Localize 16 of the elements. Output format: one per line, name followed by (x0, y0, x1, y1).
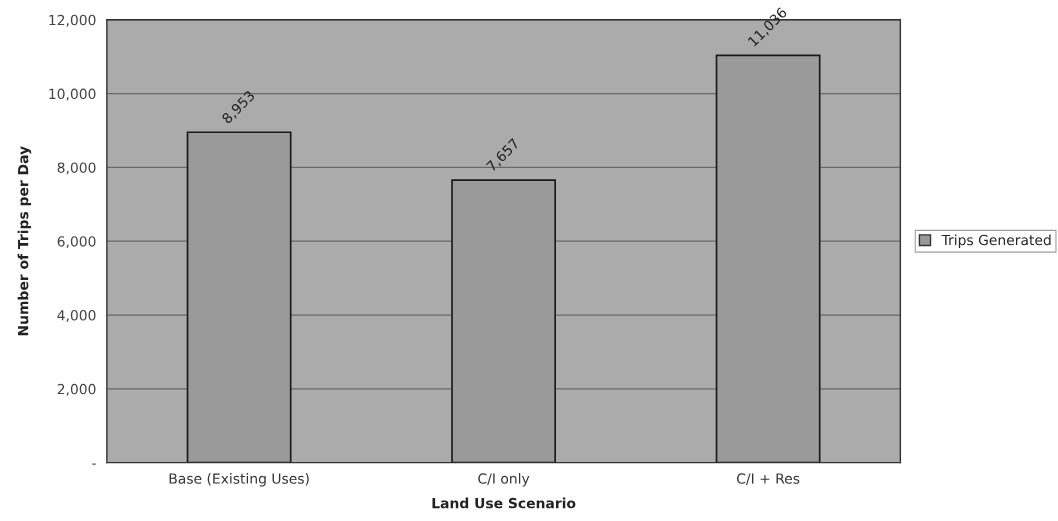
x-tick-label: C/I + Res (737, 473, 800, 485)
bar (715, 54, 821, 463)
bar (451, 179, 557, 463)
legend-label: Trips Generated (941, 234, 1051, 248)
y-tick-label: 12,000 (49, 14, 96, 27)
y-tick-label: 6,000 (57, 236, 96, 249)
y-tick-label: 10,000 (49, 88, 96, 101)
y-tick-label: - (92, 463, 96, 465)
bar (186, 131, 292, 463)
x-axis-title: Land Use Scenario (432, 497, 576, 509)
x-tick-label: C/I only (478, 473, 530, 487)
y-tick-label: 4,000 (57, 310, 96, 322)
x-tick-label: Base (Existing Uses) (169, 473, 309, 487)
y-axis-title: Number of Trips per Day (17, 146, 32, 336)
y-tick-label: 8,000 (57, 162, 96, 175)
y-tick-label: 2,000 (57, 383, 96, 396)
